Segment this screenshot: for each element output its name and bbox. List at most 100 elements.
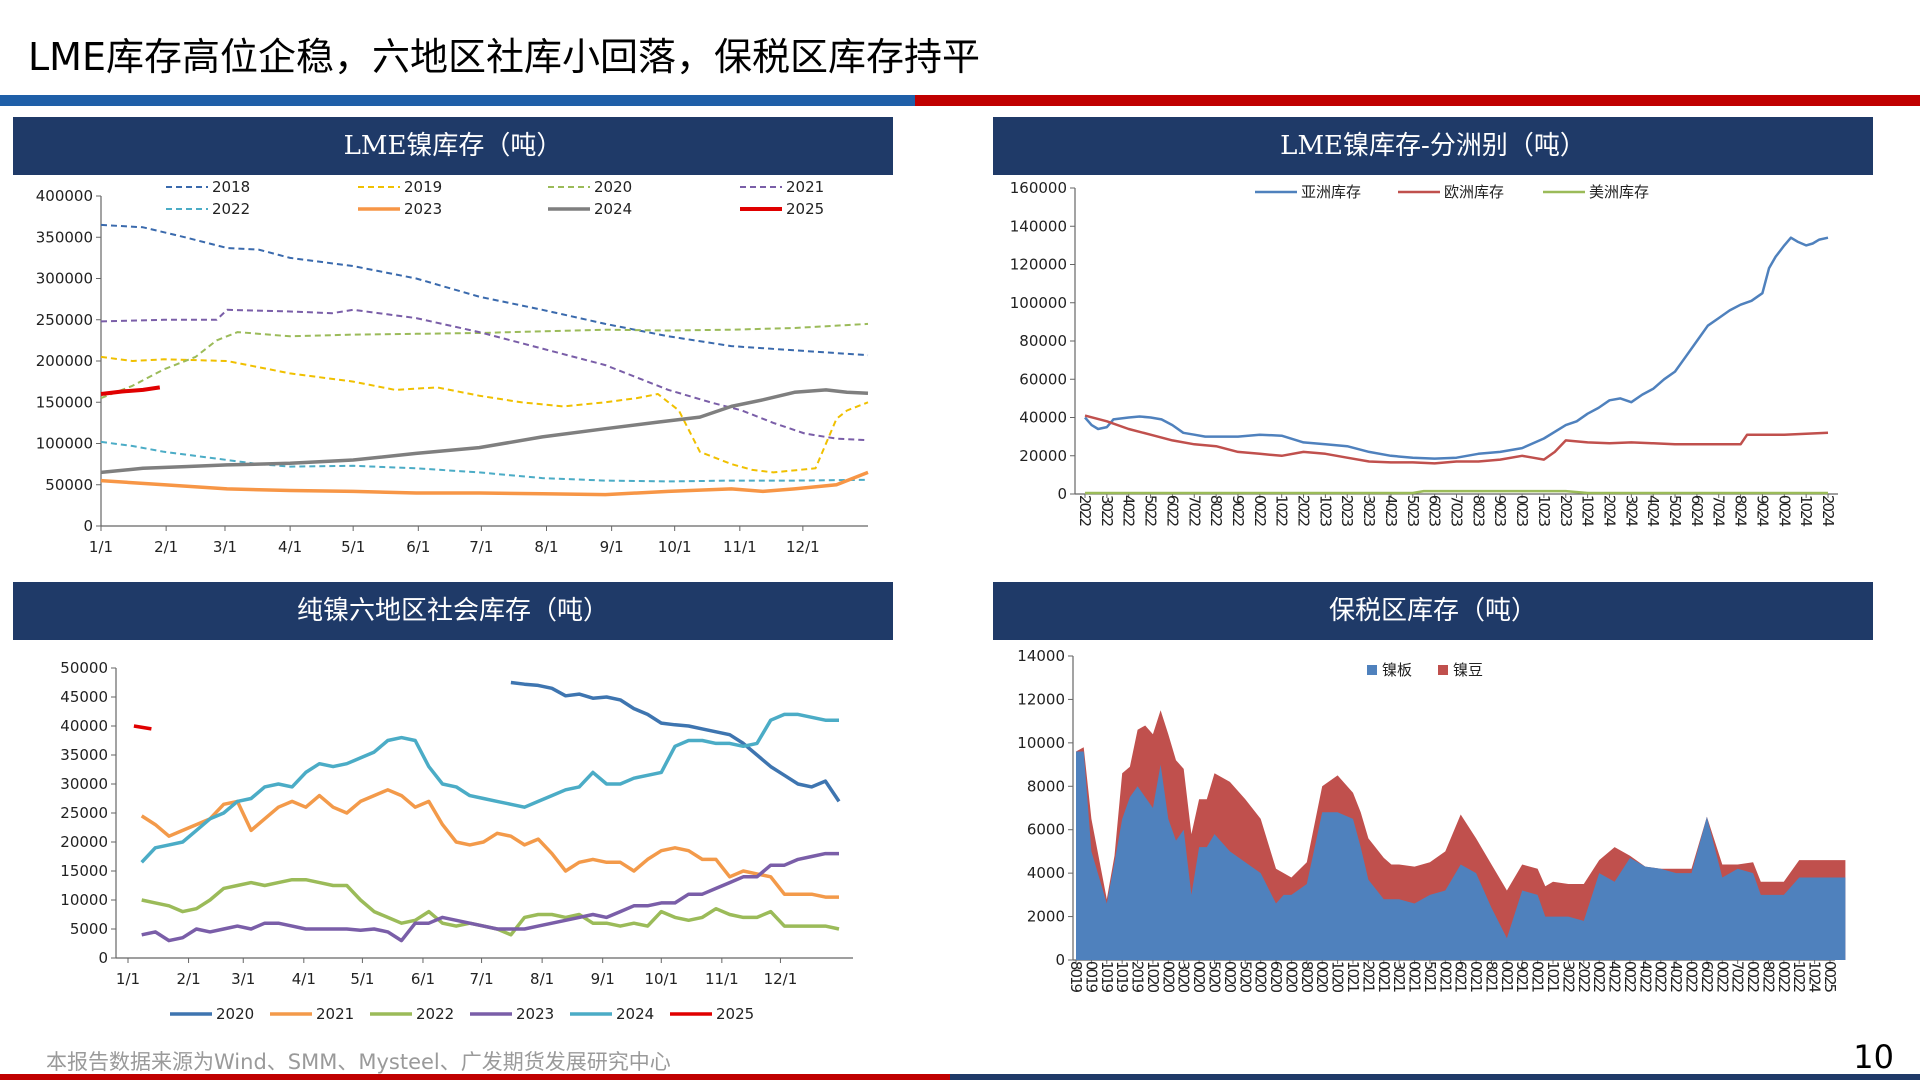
x-tick-label: 6021 (1452, 961, 1470, 993)
legend-label-1: 2019 (404, 180, 442, 196)
y-tick-label: 45000 (60, 688, 108, 706)
y-tick-label: 0 (98, 949, 108, 967)
x-tick-label: 0019 (1082, 961, 1100, 993)
x-tick-label: 10/1 (644, 970, 678, 988)
legend-label-6: 2024 (594, 200, 632, 218)
page-title: LME库存高位企稳，六地区社库小回落，保税区库存持平 (28, 35, 980, 79)
x-tick-label: 1/1 (89, 538, 113, 556)
x-tick-label: 0020 (1221, 961, 1239, 993)
x-tick-label: 1022 (1790, 961, 1808, 993)
series-line-1 (140, 788, 839, 899)
y-tick-label: 6000 (1027, 821, 1065, 839)
x-tick-label: 2021 (1359, 961, 1377, 993)
y-tick-label: 8000 (1027, 777, 1065, 795)
x-tick-label: 1/1 (116, 970, 140, 988)
x-tick-label: 1023 (1535, 495, 1553, 527)
x-tick-label: 1024 (1806, 961, 1824, 993)
x-tick-label: 10/1 (658, 538, 692, 556)
x-tick-label: 4024 (1644, 495, 1662, 527)
x-tick-label: 8021 (1482, 961, 1500, 993)
x-tick-label: 6022 (1698, 961, 1716, 993)
x-tick-label: 3/1 (231, 970, 255, 988)
series-line-5 (100, 470, 869, 497)
y-tick-label: 12000 (1017, 690, 1065, 708)
legend-marker-0 (1367, 665, 1377, 675)
y-tick-label: 10000 (1017, 734, 1065, 752)
y-tick-label: 2000 (1027, 908, 1065, 926)
x-tick-label: 12/1 (764, 970, 798, 988)
x-tick-label: 4/1 (278, 538, 302, 556)
x-tick-label: 0022 (1713, 961, 1731, 993)
legend-label-4: 2022 (212, 200, 250, 218)
x-tick-label: 11/1 (723, 538, 757, 556)
y-tick-label: 30000 (60, 775, 108, 793)
footer-bar-blue (950, 1074, 1920, 1080)
x-tick-label: 8022 (1207, 495, 1225, 527)
x-tick-label: 7022 (1729, 961, 1747, 993)
y-tick-label: 120000 (1010, 256, 1067, 274)
y-tick-label: 0 (1055, 951, 1065, 969)
panel-title-social-stock: 纯镍六地区社会库存（吨） (13, 582, 893, 640)
x-tick-label: 2024 (1819, 495, 1837, 527)
y-tick-label: 50000 (60, 659, 108, 677)
x-tick-label: 0021 (1529, 961, 1547, 993)
y-tick-label: 40000 (1019, 409, 1067, 427)
y-tick-label: 100000 (1010, 294, 1067, 312)
x-tick-label: 0022 (1775, 961, 1793, 993)
page-number: 10 (1853, 1038, 1894, 1076)
x-tick-label: 3024 (1622, 495, 1640, 527)
y-tick-label: 100000 (36, 435, 93, 453)
x-tick-label: 6/1 (406, 538, 430, 556)
y-tick-label: 20000 (1019, 447, 1067, 465)
y-tick-label: 35000 (60, 746, 108, 764)
legend-label-1: 欧洲库存 (1444, 183, 1504, 201)
x-tick-label: 5022 (1142, 495, 1160, 527)
x-tick-label: 1021 (1344, 961, 1362, 993)
series-line-0 (510, 680, 841, 803)
series-line-7 (100, 385, 161, 396)
x-tick-label: 2024 (1600, 495, 1618, 527)
x-tick-label: 2023 (1338, 495, 1356, 527)
legend-label-0: 亚洲库存 (1301, 183, 1361, 201)
x-tick-label: 0020 (1282, 961, 1300, 993)
series-area-0 (1076, 751, 1846, 960)
x-tick-label: 11/1 (705, 970, 739, 988)
legend-label-7: 2025 (786, 200, 824, 218)
x-tick-label: 3023 (1360, 495, 1378, 527)
y-tick-label: 25000 (60, 804, 108, 822)
x-tick-label: 9023 (1491, 495, 1509, 527)
legend-label-0: 镍板 (1382, 661, 1412, 679)
x-tick-label: 8020 (1298, 961, 1316, 993)
y-tick-label: 150000 (36, 393, 93, 411)
panel-title-lme-stock: LME镍库存（吨） (13, 117, 893, 175)
x-tick-label: 6023 (1426, 495, 1444, 527)
x-tick-label: 7/1 (469, 538, 493, 556)
x-tick-label: 0021 (1498, 961, 1516, 993)
x-tick-label: 2022 (1295, 495, 1313, 527)
chart-lme-by-region: 0 20000 40000 60000 80000 100000 120000 140000 1… (1010, 180, 1838, 527)
x-tick-label: 5023 (1404, 495, 1422, 527)
panel-title-lme-by-region: LME镍库存-分洲别（吨） (993, 117, 1873, 175)
x-tick-label: 7023 (1448, 495, 1466, 527)
y-tick-label: 200000 (36, 352, 93, 370)
x-tick-label: 1020 (1329, 961, 1347, 993)
legend-label-2: 2020 (594, 180, 632, 196)
series-line-2 (100, 322, 869, 400)
x-tick-label: 4/1 (292, 970, 316, 988)
x-tick-label: 0020 (1159, 961, 1177, 993)
x-tick-label: 6/1 (411, 970, 435, 988)
y-tick-label: 60000 (1019, 370, 1067, 388)
series-line-1 (1084, 414, 1829, 465)
y-tick-label: 160000 (1010, 180, 1067, 197)
x-tick-label: 7022 (1185, 495, 1203, 527)
x-tick-label: 8022 (1759, 961, 1777, 993)
y-tick-label: 15000 (60, 862, 108, 880)
footer-source: 本报告数据来源为Wind、SMM、Mysteel、广发期货发展研究中心 (46, 1050, 671, 1074)
series-line-5 (133, 724, 152, 731)
x-tick-label: 6024 (1688, 495, 1706, 527)
series-line-2 (1085, 489, 1828, 495)
x-tick-label: 5020 (1236, 961, 1254, 993)
x-tick-label: 2/1 (176, 970, 200, 988)
x-tick-label: 1022 (1273, 495, 1291, 527)
x-tick-label: 4023 (1382, 495, 1400, 527)
